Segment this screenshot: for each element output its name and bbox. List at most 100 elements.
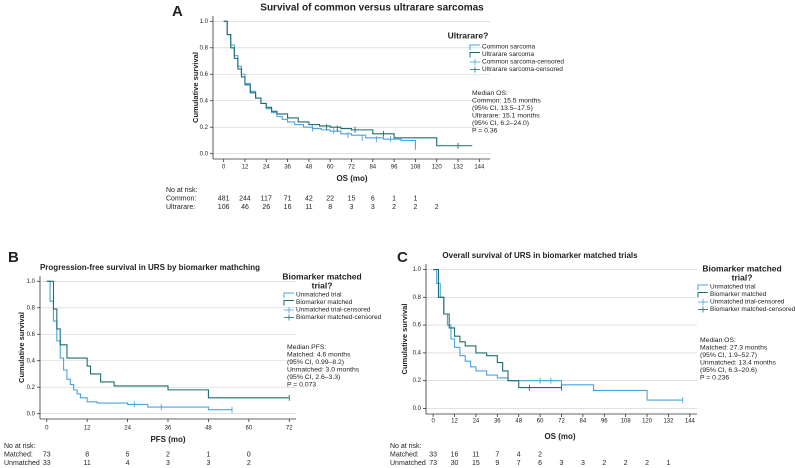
legend-title: Ultrarare?	[448, 30, 489, 40]
x-tick-label: 108	[621, 419, 632, 425]
y-tick-label: 0.8	[27, 305, 36, 311]
risk-count: 2	[392, 204, 396, 211]
risk-row-label: Common:	[166, 195, 196, 202]
x-tick-label: 132	[663, 419, 674, 425]
risk-count: 16	[451, 451, 459, 458]
x-tick-label: 0	[431, 419, 435, 425]
legend-title: trial?	[312, 280, 333, 290]
annotation: Median PFS:	[287, 344, 326, 351]
annotation: Common: 15.5 months	[472, 97, 541, 104]
risk-count: 1	[206, 451, 210, 458]
legend-label: Biomarker matched-censored	[296, 314, 382, 321]
legend-label: Ultrarare sarcoma-censored	[482, 66, 563, 73]
panel-label: A	[172, 3, 183, 20]
risk-count: 1	[413, 195, 417, 202]
legend-swatch	[469, 52, 480, 58]
risk-count: 2	[247, 460, 251, 467]
y-tick-label: 0.0	[200, 151, 209, 157]
x-tick-label: 72	[558, 419, 565, 425]
risk-count: 4	[126, 460, 130, 467]
annotation: (95% CI, 2.6–3.3)	[287, 374, 340, 381]
risk-count: 2	[413, 204, 417, 211]
risk-count: 4	[517, 451, 521, 458]
risk-count: 30	[451, 460, 459, 467]
y-axis-label: Cumulative survival	[400, 304, 409, 375]
annotation: (95% CI, 1.9–52.7)	[700, 352, 757, 359]
x-tick-label: 108	[410, 165, 421, 171]
legend-label: Unmatched trial	[296, 292, 342, 299]
annotation: Matched: 4.6 months	[287, 351, 351, 358]
x-tick-label: 12	[84, 426, 91, 432]
annotation: (95% CI, 6.2–24.0)	[472, 120, 529, 127]
annotation: P = 0.073	[287, 381, 316, 388]
risk-count: 46	[241, 204, 249, 211]
x-tick-label: 24	[263, 165, 270, 171]
annotation: (95% CI, 0.99–8.2)	[287, 359, 344, 366]
risk-count: 1	[392, 195, 396, 202]
legend-label: Ultrarare sarcoma	[482, 51, 534, 58]
risk-count: 2	[166, 451, 170, 458]
x-tick-label: 36	[494, 419, 501, 425]
risk-count: 106	[218, 204, 230, 211]
risk-count: 0	[247, 451, 251, 458]
y-axis-label: Cumulative survival	[17, 312, 26, 383]
risk-table-title: No at risk:	[390, 443, 422, 450]
annotation: Ultrarare: 15.1 months	[472, 112, 540, 119]
risk-count: 16	[284, 204, 292, 211]
risk-count: 3	[350, 204, 354, 211]
x-axis-label: OS (mo)	[336, 174, 367, 183]
x-tick-label: 60	[537, 419, 544, 425]
x-axis-label: OS (mo)	[544, 432, 575, 441]
legend-title: Biomarker matched	[702, 263, 781, 273]
risk-count: 11	[472, 451, 479, 458]
risk-row-label: Ultrarare:	[166, 204, 195, 211]
risk-count: 3	[371, 204, 375, 211]
risk-count: 33	[43, 460, 51, 467]
x-tick-label: 72	[286, 426, 293, 432]
risk-count: 15	[348, 195, 356, 202]
y-tick-label: 1.0	[200, 19, 209, 25]
risk-row-label: Matched:	[390, 451, 419, 458]
legend-label: Biomarker matched-censored	[710, 306, 795, 313]
y-tick-label: 0.0	[27, 411, 36, 417]
x-tick-label: 96	[601, 419, 608, 425]
legend-swatch	[283, 292, 294, 298]
panel-label: B	[8, 249, 19, 266]
x-tick-label: 36	[284, 165, 291, 171]
chart-title: Survival of common versus ultrarare sarc…	[260, 3, 484, 14]
y-tick-label: 0.2	[27, 385, 36, 391]
legend-title: trial?	[732, 272, 753, 282]
risk-row-label: Unmatched	[390, 460, 426, 467]
legend-swatch	[283, 300, 294, 306]
annotation: P = 0.236	[700, 374, 729, 381]
risk-table-title: No at risk:	[166, 187, 198, 194]
risk-count: 6	[538, 460, 542, 467]
annotation: Matched: 27.3 months	[700, 344, 768, 351]
survival-curve	[46, 280, 290, 399]
risk-count: 5	[126, 451, 130, 458]
survival-curve	[46, 280, 232, 411]
risk-count: 7	[495, 451, 499, 458]
x-tick-label: 12	[242, 165, 249, 171]
legend-label: Common sarcoma	[482, 44, 535, 51]
survival-curve	[223, 20, 416, 150]
x-tick-label: 0	[222, 165, 226, 171]
risk-row-label: Unmatched	[4, 460, 40, 467]
legend-label: Biomarker matched	[710, 291, 767, 298]
x-tick-label: 48	[205, 426, 212, 432]
risk-count: 73	[429, 460, 437, 467]
x-tick-label: 132	[453, 165, 464, 171]
risk-count: 73	[43, 451, 51, 458]
y-tick-label: 0.4	[413, 350, 422, 356]
x-tick-label: 12	[451, 419, 458, 425]
survival-curve	[433, 269, 562, 389]
x-tick-label: 96	[391, 165, 398, 171]
risk-count: 481	[218, 195, 230, 202]
y-tick-label: 0.8	[200, 45, 209, 51]
legend-label: Biomarker matched	[296, 299, 353, 306]
x-tick-label: 60	[245, 426, 252, 432]
risk-count: 6	[371, 195, 375, 202]
risk-count: 8	[328, 204, 332, 211]
x-axis-label: PFS (mo)	[150, 435, 185, 444]
y-tick-label: 0.2	[413, 378, 422, 384]
